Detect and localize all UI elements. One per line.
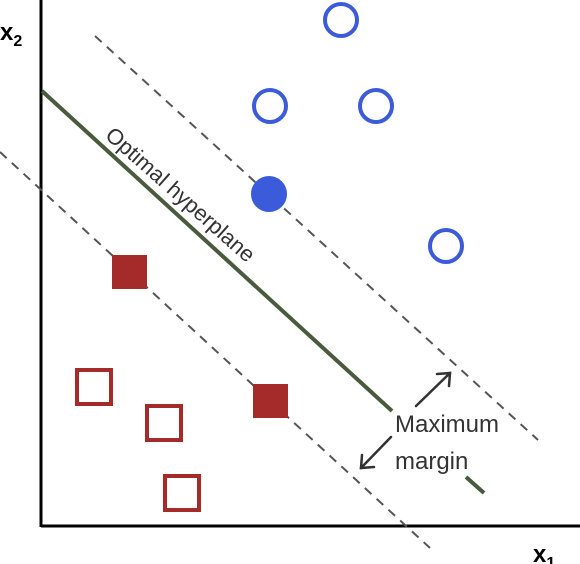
optimal-hyperplane-line-extension bbox=[464, 475, 486, 495]
hyperplane-label: Optimal hyperplane bbox=[101, 122, 260, 267]
circle-point bbox=[428, 228, 464, 264]
margin-label-line1: Maximum bbox=[395, 411, 499, 438]
margin-arrow-down bbox=[359, 435, 393, 470]
upper-margin-line bbox=[94, 35, 539, 441]
square-point bbox=[163, 474, 201, 512]
circle-support-vector bbox=[251, 176, 287, 212]
y-axis-label: x2 bbox=[0, 19, 22, 50]
optimal-hyperplane-line bbox=[40, 89, 394, 413]
circle-point bbox=[252, 88, 288, 124]
square-support-vector bbox=[112, 255, 147, 289]
margin-label-line2: margin bbox=[395, 448, 468, 475]
x-axis-label: x1 bbox=[533, 541, 555, 564]
circle-point bbox=[358, 88, 394, 124]
lower-margin-line bbox=[0, 151, 431, 549]
circle-point bbox=[323, 2, 359, 38]
square-point bbox=[75, 368, 113, 406]
square-support-vector bbox=[253, 384, 288, 418]
margin-arrow-up bbox=[414, 371, 452, 408]
square-point bbox=[145, 404, 183, 442]
